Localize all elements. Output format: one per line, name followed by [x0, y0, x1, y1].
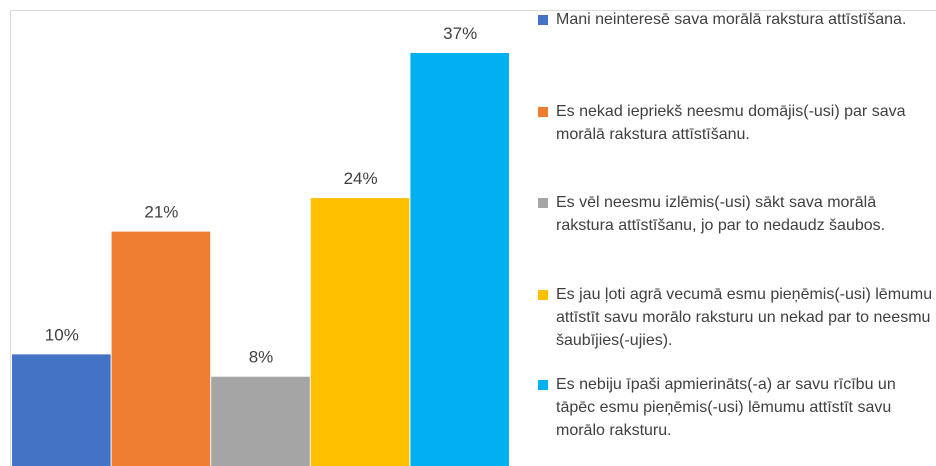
legend-swatch — [538, 15, 548, 25]
legend-swatch — [538, 107, 548, 117]
legend-item: Mani neinteresē sava morālā rakstura att… — [538, 8, 934, 31]
legend-swatch — [538, 198, 548, 208]
bar — [12, 354, 111, 466]
data-label: 37% — [443, 24, 477, 43]
legend-item: Es jau ļoti agrā vecumā esmu pieņēmis(-u… — [538, 283, 934, 352]
legend-label: Es vēl neesmu izlēmis(-usi) sākt sava mo… — [556, 194, 886, 234]
legend-swatch — [538, 290, 548, 300]
chart-frame — [10, 10, 936, 466]
data-label: 24% — [344, 169, 378, 188]
data-label: 21% — [144, 203, 178, 222]
bar — [310, 198, 410, 466]
legend-label: Es jau ļoti agrā vecumā esmu pieņēmis(-u… — [556, 286, 933, 349]
bar — [410, 53, 509, 466]
data-label: 8% — [249, 348, 274, 367]
bar — [111, 231, 211, 466]
legend-swatch — [538, 380, 548, 390]
legend-label: Es nekad iepriekš neesmu domājis(-usi) p… — [556, 103, 906, 143]
legend-label: Es nebiju īpaši apmierināts(-a) ar savu … — [556, 376, 896, 439]
legend-item: Es nebiju īpaši apmierināts(-a) ar savu … — [538, 373, 934, 442]
legend-label: Mani neinteresē sava morālā rakstura att… — [556, 11, 907, 28]
legend-item: Es nekad iepriekš neesmu domājis(-usi) p… — [538, 100, 934, 146]
legend-item: Es vēl neesmu izlēmis(-usi) sākt sava mo… — [538, 191, 934, 237]
bar — [211, 376, 310, 466]
data-label: 10% — [45, 325, 79, 344]
